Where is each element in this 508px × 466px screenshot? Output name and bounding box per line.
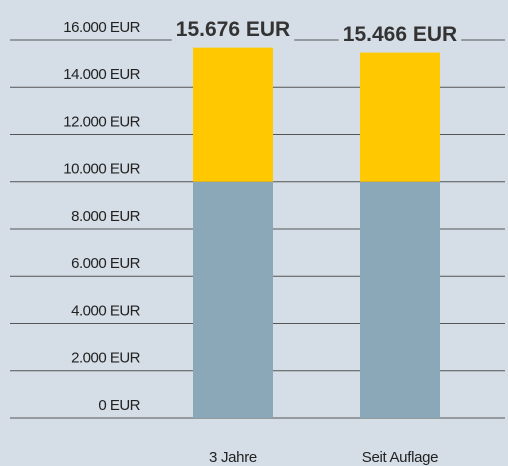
bar-segment	[360, 181, 440, 418]
x-tick-label: Seit Auflage	[362, 449, 438, 466]
y-tick-label: 14.000 EUR	[63, 66, 140, 83]
total-label-bg	[338, 23, 462, 47]
y-tick-label: 16.000 EUR	[63, 19, 140, 36]
total-label: 15.466 EUR	[343, 23, 457, 46]
bar-segment	[360, 52, 440, 182]
y-tick-label: 12.000 EUR	[63, 113, 140, 130]
x-tick-label: 3 Jahre	[209, 449, 257, 466]
y-tick-label: 0 EUR	[98, 397, 140, 414]
total-label-bg	[171, 18, 295, 42]
y-tick-label: 6.000 EUR	[71, 255, 141, 272]
bar-segment	[193, 47, 273, 182]
bar-segment	[193, 181, 273, 418]
y-tick-label: 4.000 EUR	[71, 302, 141, 319]
total-label: 15.676 EUR	[176, 18, 290, 41]
y-tick-label: 8.000 EUR	[71, 208, 141, 225]
y-tick-label: 2.000 EUR	[71, 350, 141, 367]
y-tick-label: 10.000 EUR	[63, 161, 140, 178]
